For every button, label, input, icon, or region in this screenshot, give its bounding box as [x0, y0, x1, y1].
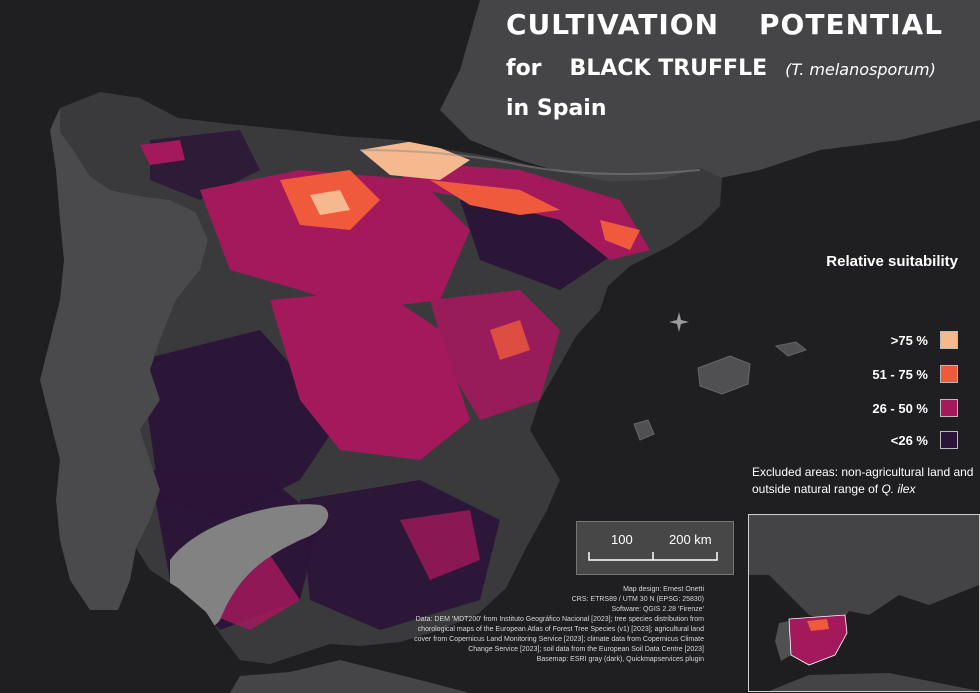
- legend-label: <26 %: [890, 432, 928, 448]
- legend-item: 51 - 75 %: [872, 364, 958, 384]
- legend-swatch: [940, 399, 958, 417]
- inset-spain: [788, 614, 848, 666]
- ibiza-island: [633, 419, 655, 441]
- scale-label-200: 200 km: [669, 532, 712, 547]
- zone-very-high: [310, 190, 350, 215]
- legend-label: 51 - 75 %: [872, 366, 928, 382]
- legend-swatch: [940, 431, 958, 449]
- france-landmass: [440, 0, 980, 182]
- inset-graphic: [749, 515, 979, 691]
- legend-swatch: [940, 365, 958, 383]
- inset-uk: [785, 529, 809, 567]
- zone-high: [490, 320, 530, 360]
- legend-label: >75 %: [890, 332, 928, 348]
- inset-spain-high: [807, 619, 829, 631]
- inset-portugal: [775, 621, 791, 661]
- locator-inset-map[interactable]: [748, 514, 980, 692]
- zone-mid: [140, 140, 185, 165]
- inset-europe: [749, 515, 979, 625]
- map-credits: Map design: Ernest Onetti CRS: ETRS89 / …: [374, 585, 704, 665]
- legend-item: <26 %: [891, 430, 958, 450]
- legend-title: Relative suitability: [826, 253, 958, 270]
- legend-item: >75 %: [891, 330, 958, 350]
- credit-line: cover from Copernicus Land Monitoring Se…: [414, 636, 704, 643]
- portugal-landmass: [40, 108, 208, 610]
- zone-excluded: [170, 504, 329, 629]
- zone-mid: [400, 510, 480, 580]
- legend-swatch: [940, 331, 958, 349]
- zone-high: [600, 220, 640, 250]
- title-word-for: for: [506, 56, 542, 81]
- zone-mid: [270, 290, 470, 460]
- credit-line: Change Service [2023]; soil data from th…: [468, 646, 704, 653]
- africa-landmass: [230, 660, 470, 693]
- suitability-layer: [140, 130, 650, 630]
- mallorca-island: [697, 355, 751, 395]
- pyrenees-ridge: [359, 149, 701, 175]
- title-line-2: for BLACK TRUFFLE (T. melanosporum): [506, 56, 936, 81]
- excluded-note-text: Excluded areas: non-agricultural land an…: [752, 465, 974, 496]
- scale-label-100: 100: [611, 532, 633, 547]
- zone-mid: [200, 170, 470, 310]
- inset-africa: [769, 673, 979, 691]
- zone-high: [430, 180, 560, 215]
- excluded-areas-note: Excluded areas: non-agricultural land an…: [752, 464, 974, 498]
- credit-line: Software: QGIS 2.28 'Firenze': [611, 606, 704, 613]
- credit-line: Basemap: ESRI gray (dark), Quickmapservi…: [536, 656, 704, 663]
- legend-item: 26 - 50 %: [872, 398, 958, 418]
- credit-line: Data: DEM 'MDT200' from Instituto Geográ…: [415, 616, 704, 623]
- credit-line: Map design: Ernest Onetti: [623, 586, 704, 593]
- title-latin-name: (T. melanosporum): [785, 60, 936, 79]
- credit-line: CRS: ETRS89 / UTM 30 N (EPSG: 25830): [571, 596, 704, 603]
- title-word-cultivation: CULTIVATION: [506, 8, 720, 41]
- compass-rose-icon: [669, 312, 689, 332]
- title-line-1: CULTIVATION POTENTIAL: [506, 8, 943, 41]
- menorca-island: [774, 341, 808, 357]
- scale-bar: 100 200 km: [576, 521, 734, 575]
- scale-bar-graphic: [588, 552, 718, 561]
- zone-mid: [430, 290, 560, 420]
- title-species: BLACK TRUFFLE: [569, 56, 768, 81]
- legend-label: 26 - 50 %: [872, 400, 928, 416]
- excluded-note-species: Q. ilex: [881, 482, 916, 496]
- title-line-3: in Spain: [506, 96, 607, 121]
- title-word-potential: POTENTIAL: [759, 8, 944, 41]
- credit-line: chorological maps of the European Atlas …: [417, 626, 704, 633]
